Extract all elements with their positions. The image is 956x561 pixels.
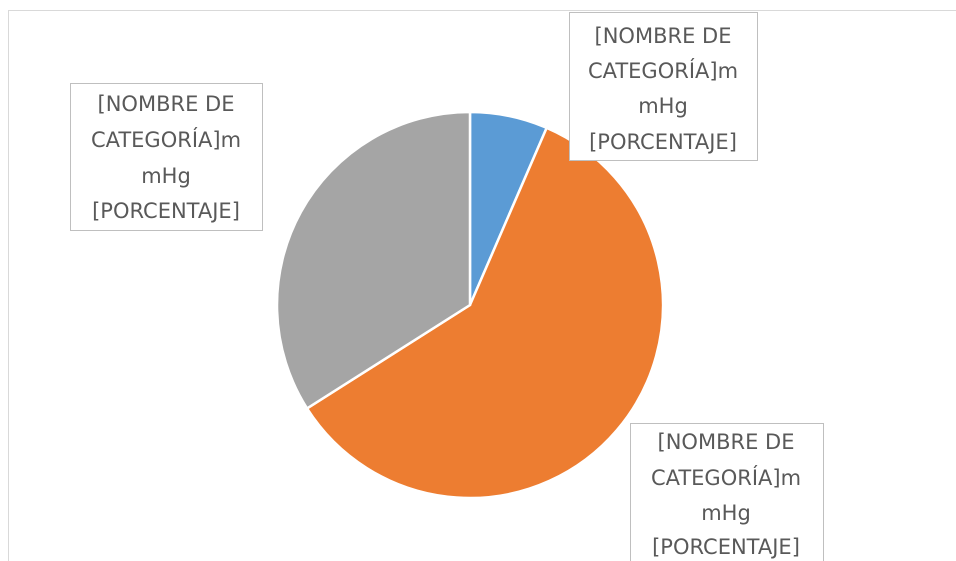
data-label: [NOMBRE DE	[658, 430, 795, 454]
data-label: CATEGORÍA]m	[651, 465, 801, 490]
pie-slice	[305, 126, 665, 500]
data-label-box	[70, 83, 263, 231]
data-label-box	[630, 423, 824, 561]
data-label: [PORCENTAJE]	[652, 535, 800, 559]
data-label: mHg	[638, 94, 688, 118]
data-label: mHg	[701, 501, 751, 525]
data-label: CATEGORÍA]m	[588, 58, 738, 83]
pie-slice	[275, 110, 472, 411]
data-label: [PORCENTAJE]	[589, 130, 737, 154]
data-label: [NOMBRE DE	[98, 92, 235, 116]
data-label-box	[569, 12, 758, 161]
data-label: [PORCENTAJE]	[92, 199, 240, 223]
data-label: mHg	[141, 164, 191, 188]
data-label: CATEGORÍA]m	[91, 127, 241, 152]
data-label: [NOMBRE DE	[595, 24, 732, 48]
